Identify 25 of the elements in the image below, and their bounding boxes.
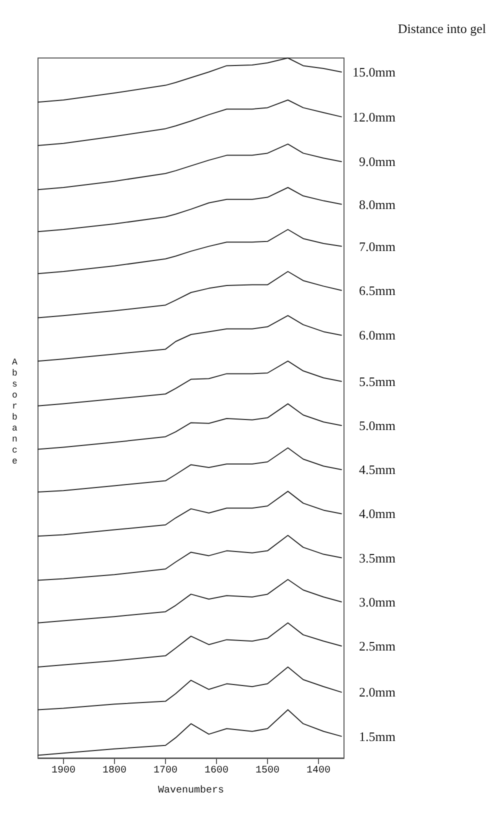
series-label: 9.0mm <box>358 154 396 170</box>
x-axis-title: Wavenumbers <box>158 784 224 796</box>
x-tick-label: 1500 <box>255 766 280 776</box>
series-label: 8.0mm <box>358 196 396 212</box>
series-label: 6.5mm <box>358 282 396 298</box>
x-tick-label: 1900 <box>51 766 76 776</box>
series-label: 2.5mm <box>358 638 396 654</box>
series-label: 2.0mm <box>358 684 396 700</box>
x-tick-label: 1400 <box>306 766 331 776</box>
series-label: 5.5mm <box>358 374 396 389</box>
x-tick-label: 1700 <box>153 766 178 776</box>
series-label: 4.0mm <box>358 506 396 522</box>
series-label: 3.5mm <box>358 550 396 566</box>
legend-title: Distance into gel <box>398 21 486 36</box>
series-label: 12.0mm <box>352 109 396 124</box>
series-label: 5.0mm <box>358 418 396 433</box>
series-label: 6.0mm <box>358 328 396 343</box>
text: Absorbance <box>12 358 18 466</box>
x-tick-label: 1800 <box>102 766 127 776</box>
series-label: 7.0mm <box>358 238 396 254</box>
series-label: 15.0mm <box>352 64 396 80</box>
series-label: 3.0mm <box>358 594 396 610</box>
series-label: 1.5mm <box>358 728 396 744</box>
series-label: 4.5mm <box>358 462 396 478</box>
x-tick-label: 1600 <box>204 766 229 776</box>
